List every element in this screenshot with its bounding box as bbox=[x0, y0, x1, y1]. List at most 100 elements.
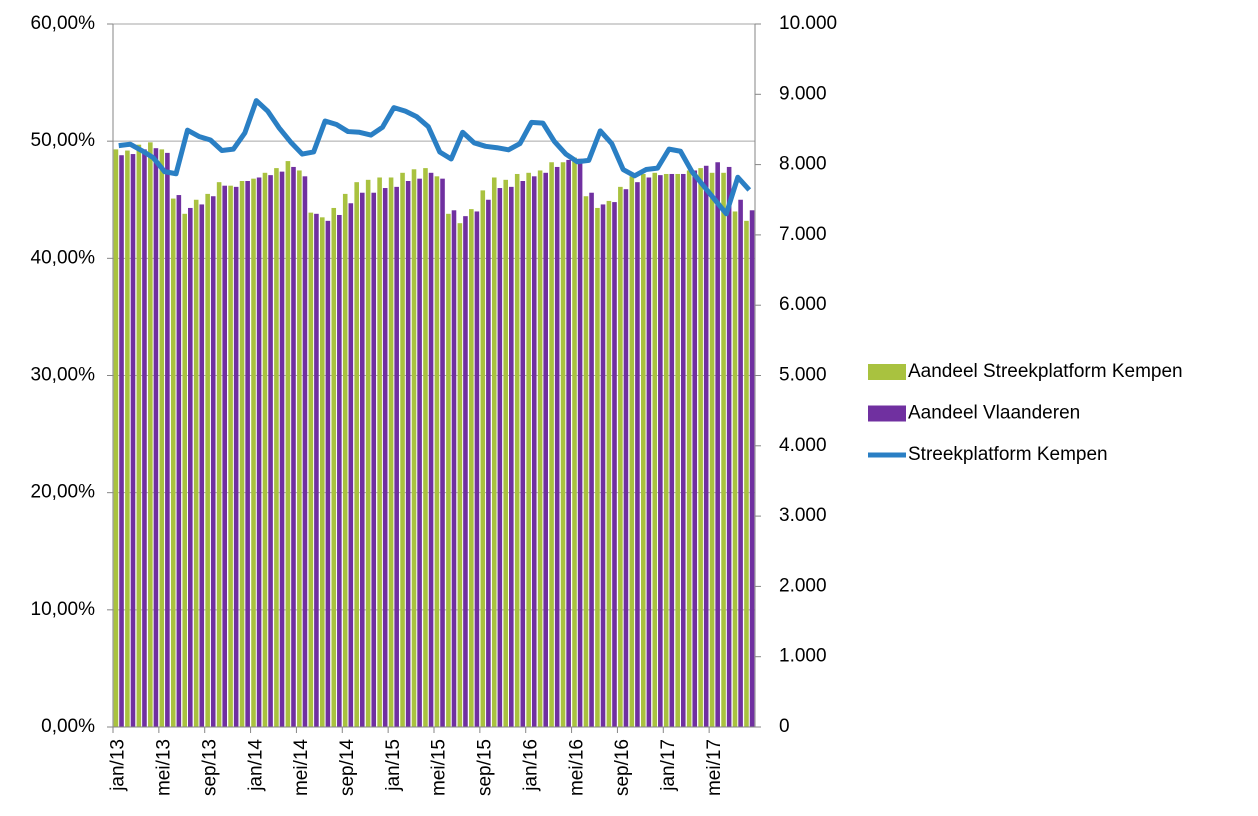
y-tick-label: 0,00% bbox=[41, 716, 95, 737]
bar bbox=[480, 190, 486, 728]
y2-tick-label: 4.000 bbox=[779, 435, 827, 456]
bar bbox=[641, 173, 646, 727]
bar bbox=[153, 148, 159, 728]
x-tick-label: jan/17 bbox=[658, 739, 679, 792]
bar bbox=[600, 204, 606, 728]
bar bbox=[371, 192, 377, 728]
bar bbox=[652, 172, 658, 728]
bar bbox=[577, 158, 583, 727]
bar bbox=[365, 179, 371, 727]
bar bbox=[182, 213, 188, 727]
bar bbox=[503, 179, 509, 727]
bar bbox=[342, 193, 348, 727]
legend-swatch bbox=[868, 405, 906, 422]
bar bbox=[698, 168, 703, 728]
x-tick-label: sep/15 bbox=[475, 739, 496, 796]
bar bbox=[130, 154, 136, 727]
bar bbox=[348, 203, 354, 727]
bar bbox=[709, 172, 715, 728]
bar bbox=[646, 177, 652, 727]
bar bbox=[302, 176, 308, 728]
bar bbox=[531, 176, 537, 728]
bar bbox=[251, 178, 256, 727]
bar bbox=[320, 217, 325, 727]
bar bbox=[526, 172, 531, 728]
x-tick-label: jan/16 bbox=[520, 739, 541, 792]
y2-tick-label: 5.000 bbox=[779, 365, 827, 386]
bar bbox=[744, 220, 749, 727]
bar bbox=[451, 210, 457, 728]
bar bbox=[572, 157, 577, 727]
y2-tick-label: 7.000 bbox=[779, 224, 827, 245]
x-tick-label: sep/13 bbox=[199, 739, 220, 796]
bar bbox=[446, 213, 451, 727]
bar bbox=[715, 162, 720, 728]
y2-tick-label: 2.000 bbox=[779, 575, 827, 596]
bar bbox=[549, 162, 554, 728]
bar bbox=[434, 176, 440, 728]
y2-tick-label: 0 bbox=[779, 716, 790, 737]
bar bbox=[199, 204, 205, 728]
bar bbox=[612, 202, 617, 728]
bar bbox=[359, 192, 365, 728]
x-tick-label: mei/14 bbox=[291, 739, 312, 796]
bar bbox=[170, 198, 176, 727]
y2-tick-label: 3.000 bbox=[779, 505, 827, 526]
y2-tick-label: 1.000 bbox=[779, 646, 827, 667]
y-tick-label: 40,00% bbox=[31, 247, 96, 268]
bar bbox=[279, 171, 285, 727]
bar bbox=[595, 207, 600, 727]
bar bbox=[394, 186, 399, 727]
x-tick-label: jan/13 bbox=[108, 739, 129, 792]
y2-tick-label: 8.000 bbox=[779, 154, 827, 175]
y2-tick-label: 9.000 bbox=[779, 83, 827, 104]
bar bbox=[663, 173, 669, 727]
x-tick-label: mei/16 bbox=[566, 739, 587, 796]
bar bbox=[732, 211, 738, 727]
bar bbox=[463, 216, 468, 728]
bar bbox=[428, 172, 434, 728]
bar bbox=[113, 149, 119, 727]
x-tick-label: jan/15 bbox=[383, 739, 404, 792]
bar bbox=[165, 152, 170, 728]
bar bbox=[497, 188, 503, 728]
bar bbox=[388, 177, 394, 727]
x-tick-label: mei/15 bbox=[429, 739, 450, 796]
bar bbox=[405, 181, 411, 728]
bar bbox=[188, 207, 193, 727]
bar bbox=[291, 166, 296, 727]
bar bbox=[686, 170, 692, 728]
bar bbox=[262, 172, 268, 728]
y2-tick-label: 10.000 bbox=[779, 13, 837, 34]
bar bbox=[274, 168, 279, 728]
bar bbox=[205, 193, 210, 727]
y-tick-label: 30,00% bbox=[31, 365, 96, 386]
bar bbox=[618, 186, 623, 727]
bar bbox=[285, 161, 291, 727]
bar bbox=[325, 220, 331, 727]
bar bbox=[125, 150, 130, 728]
bar bbox=[738, 199, 743, 727]
bar bbox=[331, 207, 337, 727]
bar bbox=[749, 210, 755, 728]
bar bbox=[119, 155, 124, 727]
x-tick-label: sep/14 bbox=[337, 739, 358, 796]
y-tick-label: 20,00% bbox=[31, 482, 96, 503]
y-tick-label: 10,00% bbox=[31, 599, 96, 620]
x-tick-label: jan/14 bbox=[245, 739, 266, 792]
bar bbox=[297, 170, 302, 728]
bar bbox=[337, 214, 342, 727]
y-tick-label: 50,00% bbox=[31, 130, 96, 151]
bar bbox=[589, 192, 594, 728]
bar bbox=[457, 223, 463, 727]
bar bbox=[606, 200, 612, 728]
x-tick-label: mei/13 bbox=[154, 739, 175, 796]
bar bbox=[233, 186, 239, 727]
bar bbox=[136, 144, 142, 728]
bar bbox=[216, 182, 222, 728]
bar bbox=[228, 185, 233, 727]
bar bbox=[377, 177, 382, 727]
bar bbox=[583, 196, 589, 728]
bar bbox=[543, 172, 548, 728]
bar bbox=[423, 168, 428, 728]
